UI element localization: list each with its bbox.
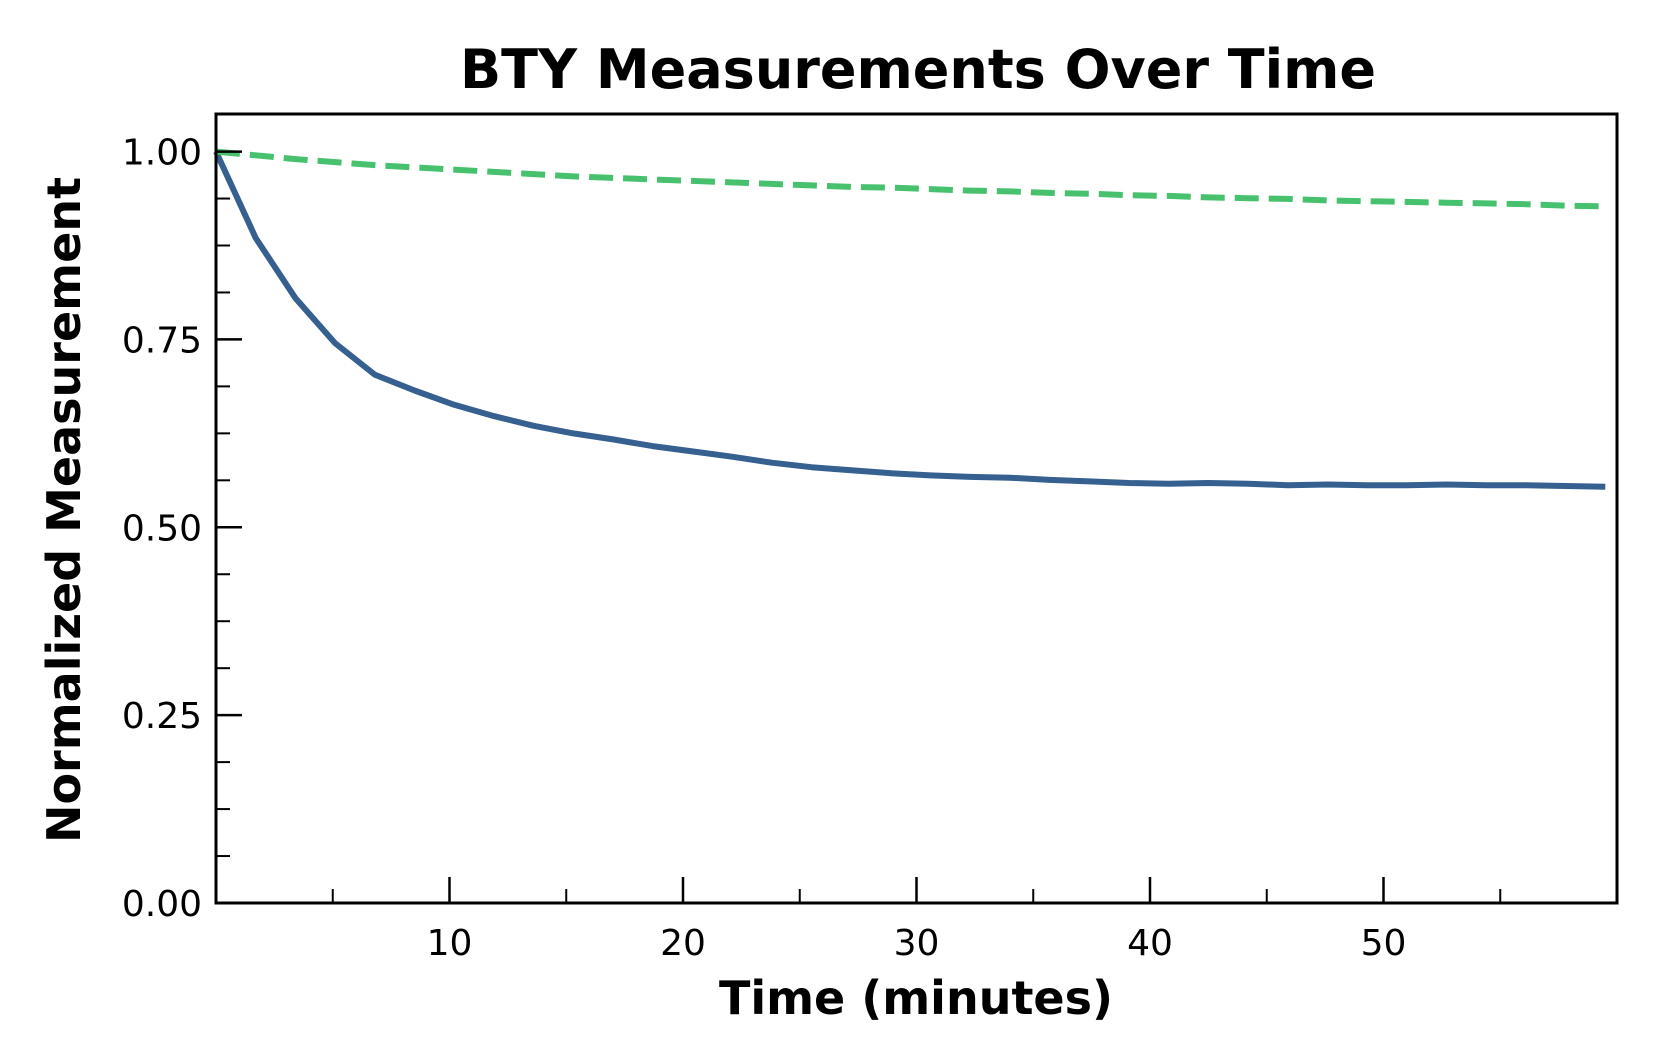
x-axis: 10 20 30 40 50 <box>331 877 1502 964</box>
x-tick-label: 50 <box>1361 923 1407 964</box>
series-line-dashed <box>215 148 1606 210</box>
x-tick-label: 10 <box>427 923 473 964</box>
y-tick-label: 0.75 <box>122 320 202 361</box>
y-tick-label: 0.50 <box>122 508 202 549</box>
plot-area <box>213 148 1606 490</box>
series-line-solid <box>213 150 1606 490</box>
x-tick-label: 40 <box>1127 923 1173 964</box>
plot-frame <box>214 112 1619 905</box>
y-axis: 0.00 0.25 0.50 0.75 1.00 <box>122 133 242 925</box>
y-axis-title: Normalized Measurement <box>37 177 91 843</box>
x-tick-label: 30 <box>894 923 940 964</box>
x-tick-label: 20 <box>660 923 706 964</box>
y-tick-label: 0.00 <box>122 884 202 925</box>
x-axis-title: Time (minutes) <box>719 971 1113 1025</box>
y-tick-label: 1.00 <box>122 133 202 174</box>
chart-title: BTY Measurements Over Time <box>460 38 1376 101</box>
y-tick-label: 0.25 <box>122 696 202 737</box>
